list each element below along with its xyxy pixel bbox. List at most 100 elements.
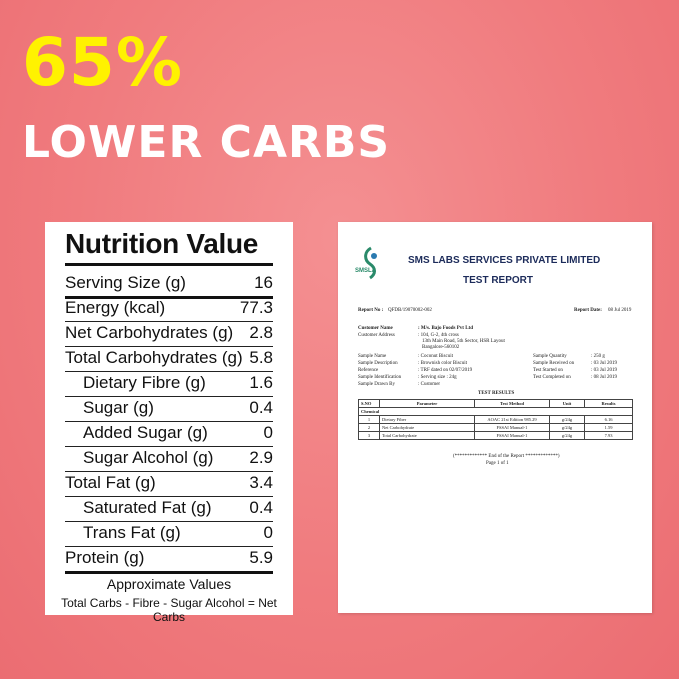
- nutrient-label: Saturated Fat (g): [83, 498, 212, 517]
- net-carbs-formula: Total Carbs - Fibre - Sugar Alcohol = Ne…: [61, 596, 277, 624]
- address-line-2: 13th Main Road, 5th Sector, HSR Layout: [422, 339, 505, 344]
- col-header: Parameter: [379, 399, 475, 408]
- nutrient-value: 2.8: [249, 323, 273, 342]
- test-report-document: SMSLA SMS LABS SERVICES PRIVATE LIMITED …: [338, 222, 652, 613]
- customer-name: : M/s. Bajo Foods Pvt Ltd: [418, 326, 473, 331]
- col-header: S.NO: [358, 399, 380, 408]
- result-row: 3 Total Carbohydrate FSSAI Manual-1 g/24g 7.…: [358, 431, 633, 440]
- address-line-1: : 104, G-2, 4th cross: [418, 333, 459, 338]
- nutrient-value: 1.6: [249, 373, 273, 392]
- report-no-label: Report No :: [358, 308, 384, 313]
- end-of-report: (************* End of the Report *******…: [453, 454, 560, 459]
- result-cell: g/24g: [549, 415, 585, 424]
- nutrition-card: Nutrition Value Serving Size (g) 16 Energy…: [45, 222, 293, 624]
- result-cell: g/24g: [549, 423, 585, 432]
- nutrient-value: 77.3: [239, 298, 273, 317]
- received: : 03 Jul 2019: [591, 361, 617, 366]
- nutrient-value: 16: [254, 273, 273, 292]
- reference-label: Reference: [358, 368, 379, 373]
- drawn-by-label: Sample Drawn By: [358, 382, 395, 387]
- nutrient-value: 5.9: [249, 548, 273, 567]
- reference: : TRF dated on 02/07/2019: [418, 368, 473, 373]
- started: : 03 Jul 2019: [591, 368, 617, 373]
- nutrition-row: Energy (kcal) 77.3: [65, 296, 273, 322]
- qty: : 250 g: [591, 354, 605, 359]
- col-header: Unit: [549, 399, 585, 408]
- nutrient-label: Energy (kcal): [65, 298, 166, 317]
- result-cell: g/24g: [549, 431, 585, 440]
- lab-logo-icon: [364, 246, 377, 280]
- nutrition-row: Dietary Fibre (g) 1.6: [65, 371, 273, 397]
- result-cell: FSSAI Manual-1: [474, 423, 550, 432]
- nutrient-label: Protein (g): [65, 548, 145, 567]
- result-cell: FSSAI Manual-1: [474, 431, 550, 440]
- approx-note: Approximate Values: [106, 576, 232, 592]
- report-title: TEST REPORT: [463, 275, 534, 286]
- sample-desc-label: Sample Description: [358, 361, 398, 366]
- nutrition-row: Net Carbohydrates (g) 2.8: [65, 321, 273, 347]
- sample-name: : Coconut Biscuit: [418, 354, 453, 359]
- nutrient-label: Total Fat (g): [65, 473, 156, 492]
- nutrient-label: Trans Fat (g): [83, 523, 181, 542]
- result-cell: 1: [358, 415, 380, 424]
- customer-name-label: Customer Name: [358, 326, 393, 331]
- title-rule: [65, 263, 273, 266]
- nutrient-label: Total Carbohydrates (g): [65, 348, 243, 367]
- results-title: TEST RESULTS: [478, 391, 515, 396]
- result-cell: 6.16: [584, 415, 633, 424]
- result-cell: AOAC 21st Edition 985.29: [474, 415, 550, 424]
- headline-subtitle: LOWER CARBS: [22, 117, 391, 168]
- nutrient-value: 0.4: [249, 398, 273, 417]
- customer-address-label: Customer Address: [358, 333, 395, 338]
- nutrition-row: Trans Fat (g) 0: [65, 521, 273, 547]
- started-label: Test Started on: [533, 368, 563, 373]
- nutrition-title: Nutrition Value: [65, 228, 259, 259]
- col-header: Results: [584, 399, 633, 408]
- logo-text: SMSLA: [355, 268, 376, 274]
- sample-id: : Serving size : 24g: [418, 375, 457, 380]
- report-no: QFDB/19070002-002: [388, 308, 432, 313]
- nutrient-value: 0: [263, 523, 273, 542]
- lab-company-name: SMS LABS SERVICES PRIVATE LIMITED: [408, 255, 601, 266]
- nutrient-label: Added Sugar (g): [83, 423, 208, 442]
- nutrient-label: Sugar Alcohol (g): [83, 448, 214, 467]
- headline-percent: 65%: [22, 24, 183, 101]
- result-row: 1 Dietary Fiber AOAC 21st Edition 985.29 g/…: [358, 415, 633, 424]
- nutrition-row: Protein (g) 5.9: [65, 546, 273, 574]
- result-cell: 2: [358, 423, 380, 432]
- drawn-by: : Customer: [418, 382, 441, 387]
- nutrition-row: Sugar (g) 0.4: [65, 396, 273, 422]
- sample-name-label: Sample Name: [358, 354, 387, 359]
- completed-label: Test Completed on: [533, 375, 571, 380]
- result-cell: 7.93: [584, 431, 633, 440]
- nutrient-label: Serving Size (g): [65, 273, 186, 292]
- result-row: 2 Net Carbohydrate FSSAI Manual-1 g/24g 1.59: [358, 423, 633, 432]
- nutrition-row: Serving Size (g) 16: [65, 271, 273, 299]
- result-cell: 3: [358, 431, 380, 440]
- nutrition-row: Sugar Alcohol (g) 2.9: [65, 446, 273, 472]
- nutrient-label: Dietary Fibre (g): [83, 373, 206, 392]
- result-cell: Total Carbohydrate: [379, 431, 475, 440]
- completed: : 08 Jul 2019: [591, 375, 617, 380]
- col-header: Test Method: [474, 399, 550, 408]
- nutrition-row: Added Sugar (g) 0: [65, 421, 273, 447]
- nutrient-label: Sugar (g): [83, 398, 154, 417]
- page-number: Page 1 of 1: [486, 461, 509, 466]
- nutrient-value: 0.4: [249, 498, 273, 517]
- nutrition-row: Total Carbohydrates (g) 5.8: [65, 346, 273, 372]
- report-date: 08 Jul 2019: [608, 308, 632, 313]
- nutrient-label: Net Carbohydrates (g): [65, 323, 234, 342]
- result-cell: 1.59: [584, 423, 633, 432]
- nutrient-value: 0: [263, 423, 273, 442]
- nutrient-value: 2.9: [249, 448, 273, 467]
- report-date-label: Report Date:: [574, 308, 602, 313]
- received-label: Sample Received on: [533, 361, 575, 366]
- result-cell: Dietary Fiber: [379, 415, 475, 424]
- sample-desc: : Brownish color Biscuit: [418, 361, 468, 366]
- nutrient-value: 3.4: [249, 473, 273, 492]
- address-line-3: Bangalore-560102: [422, 345, 460, 350]
- qty-label: Sample Quantity: [533, 354, 567, 359]
- sample-id-label: Sample Identification: [358, 375, 402, 380]
- section-label: Chemical: [358, 407, 633, 416]
- nutrient-value: 5.8: [249, 348, 273, 367]
